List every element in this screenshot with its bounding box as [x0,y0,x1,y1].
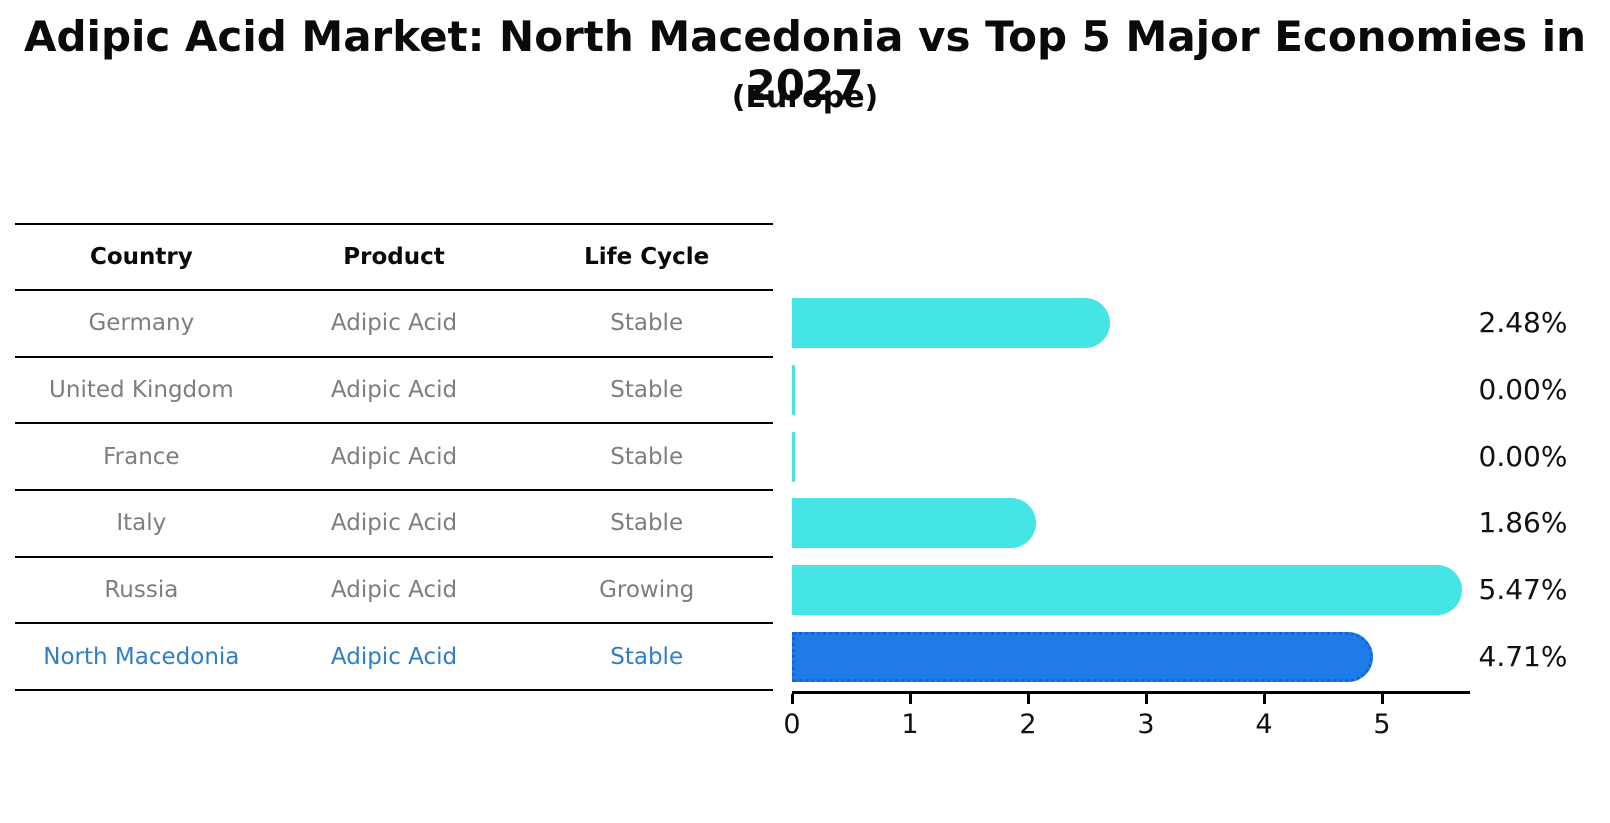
table-row-united-kingdom: United Kingdom Adipic Acid Stable [15,358,773,425]
x-axis-tick-label-3: 3 [1137,709,1155,740]
table-header-product: Product [343,244,445,270]
bar-germany [792,298,1110,349]
value-label-france: 0.00% [1478,440,1568,473]
country-cell: Germany [88,310,195,337]
bar-italy [792,498,1037,549]
x-axis-tick-3 [1144,694,1148,704]
x-axis-tick-label-0: 0 [783,709,801,740]
value-label-italy: 1.86% [1478,506,1568,539]
chart-title: Adipic Acid Market: North Macedonia vs T… [23,12,1587,110]
table-row-north-macedonia: North Macedonia Adipic Acid Stable [15,624,773,692]
country-cell: United Kingdom [49,377,234,404]
x-axis-tick-label-2: 2 [1019,709,1037,740]
x-axis-tick-label-4: 4 [1255,709,1273,740]
product-cell: Adipic Acid [330,443,458,470]
country-cell: Russia [104,577,179,604]
bar-chart-plot-area: 0 1 2 3 4 5 [783,223,1470,740]
product-cell: Adipic Acid [330,310,458,337]
life-cycle-cell: Stable [610,643,684,670]
value-label-united-kingdom: 0.00% [1478,373,1568,406]
table-row-germany: Germany Adipic Acid Stable [15,291,773,358]
value-label-north-macedonia: 4.71% [1478,640,1568,673]
country-table: Country Product Life Cycle Germany Adipi… [15,223,773,692]
value-label-germany: 2.48% [1478,306,1568,339]
x-axis-tick-2 [1026,694,1030,704]
bar-united-kingdom [792,365,795,415]
x-axis-tick-label-5: 5 [1373,709,1391,740]
country-cell: Italy [116,510,167,537]
x-axis-tick-4 [1262,694,1266,704]
chart-subtitle: (Europe) [731,80,879,115]
x-axis-tick-1 [908,694,912,704]
table-header-country: Country [89,244,193,270]
x-axis-tick-5 [1380,694,1384,704]
table-header-row: Country Product Life Cycle [15,225,773,291]
life-cycle-cell: Stable [610,443,684,470]
table-row-russia: Russia Adipic Acid Growing [15,558,773,625]
product-cell: Adipic Acid [330,377,458,404]
bar-north-macedonia [792,631,1373,682]
life-cycle-cell: Stable [610,510,684,537]
x-axis-tick-label-1: 1 [901,709,919,740]
table-row-france: France Adipic Acid Stable [15,424,773,492]
product-cell: Adipic Acid [330,643,458,670]
country-cell: France [103,443,180,470]
life-cycle-cell: Stable [610,377,684,404]
life-cycle-cell: Growing [599,577,695,604]
bar-russia [792,565,1463,616]
bar-france [792,431,795,482]
value-label-russia: 5.47% [1478,573,1568,606]
country-cell: North Macedonia [43,643,240,670]
life-cycle-cell: Stable [610,310,684,337]
table-header-life-cycle: Life Cycle [584,244,710,270]
product-cell: Adipic Acid [330,510,458,537]
product-cell: Adipic Acid [330,577,458,604]
table-row-italy: Italy Adipic Acid Stable [15,491,773,558]
x-axis-tick-0 [790,694,794,704]
